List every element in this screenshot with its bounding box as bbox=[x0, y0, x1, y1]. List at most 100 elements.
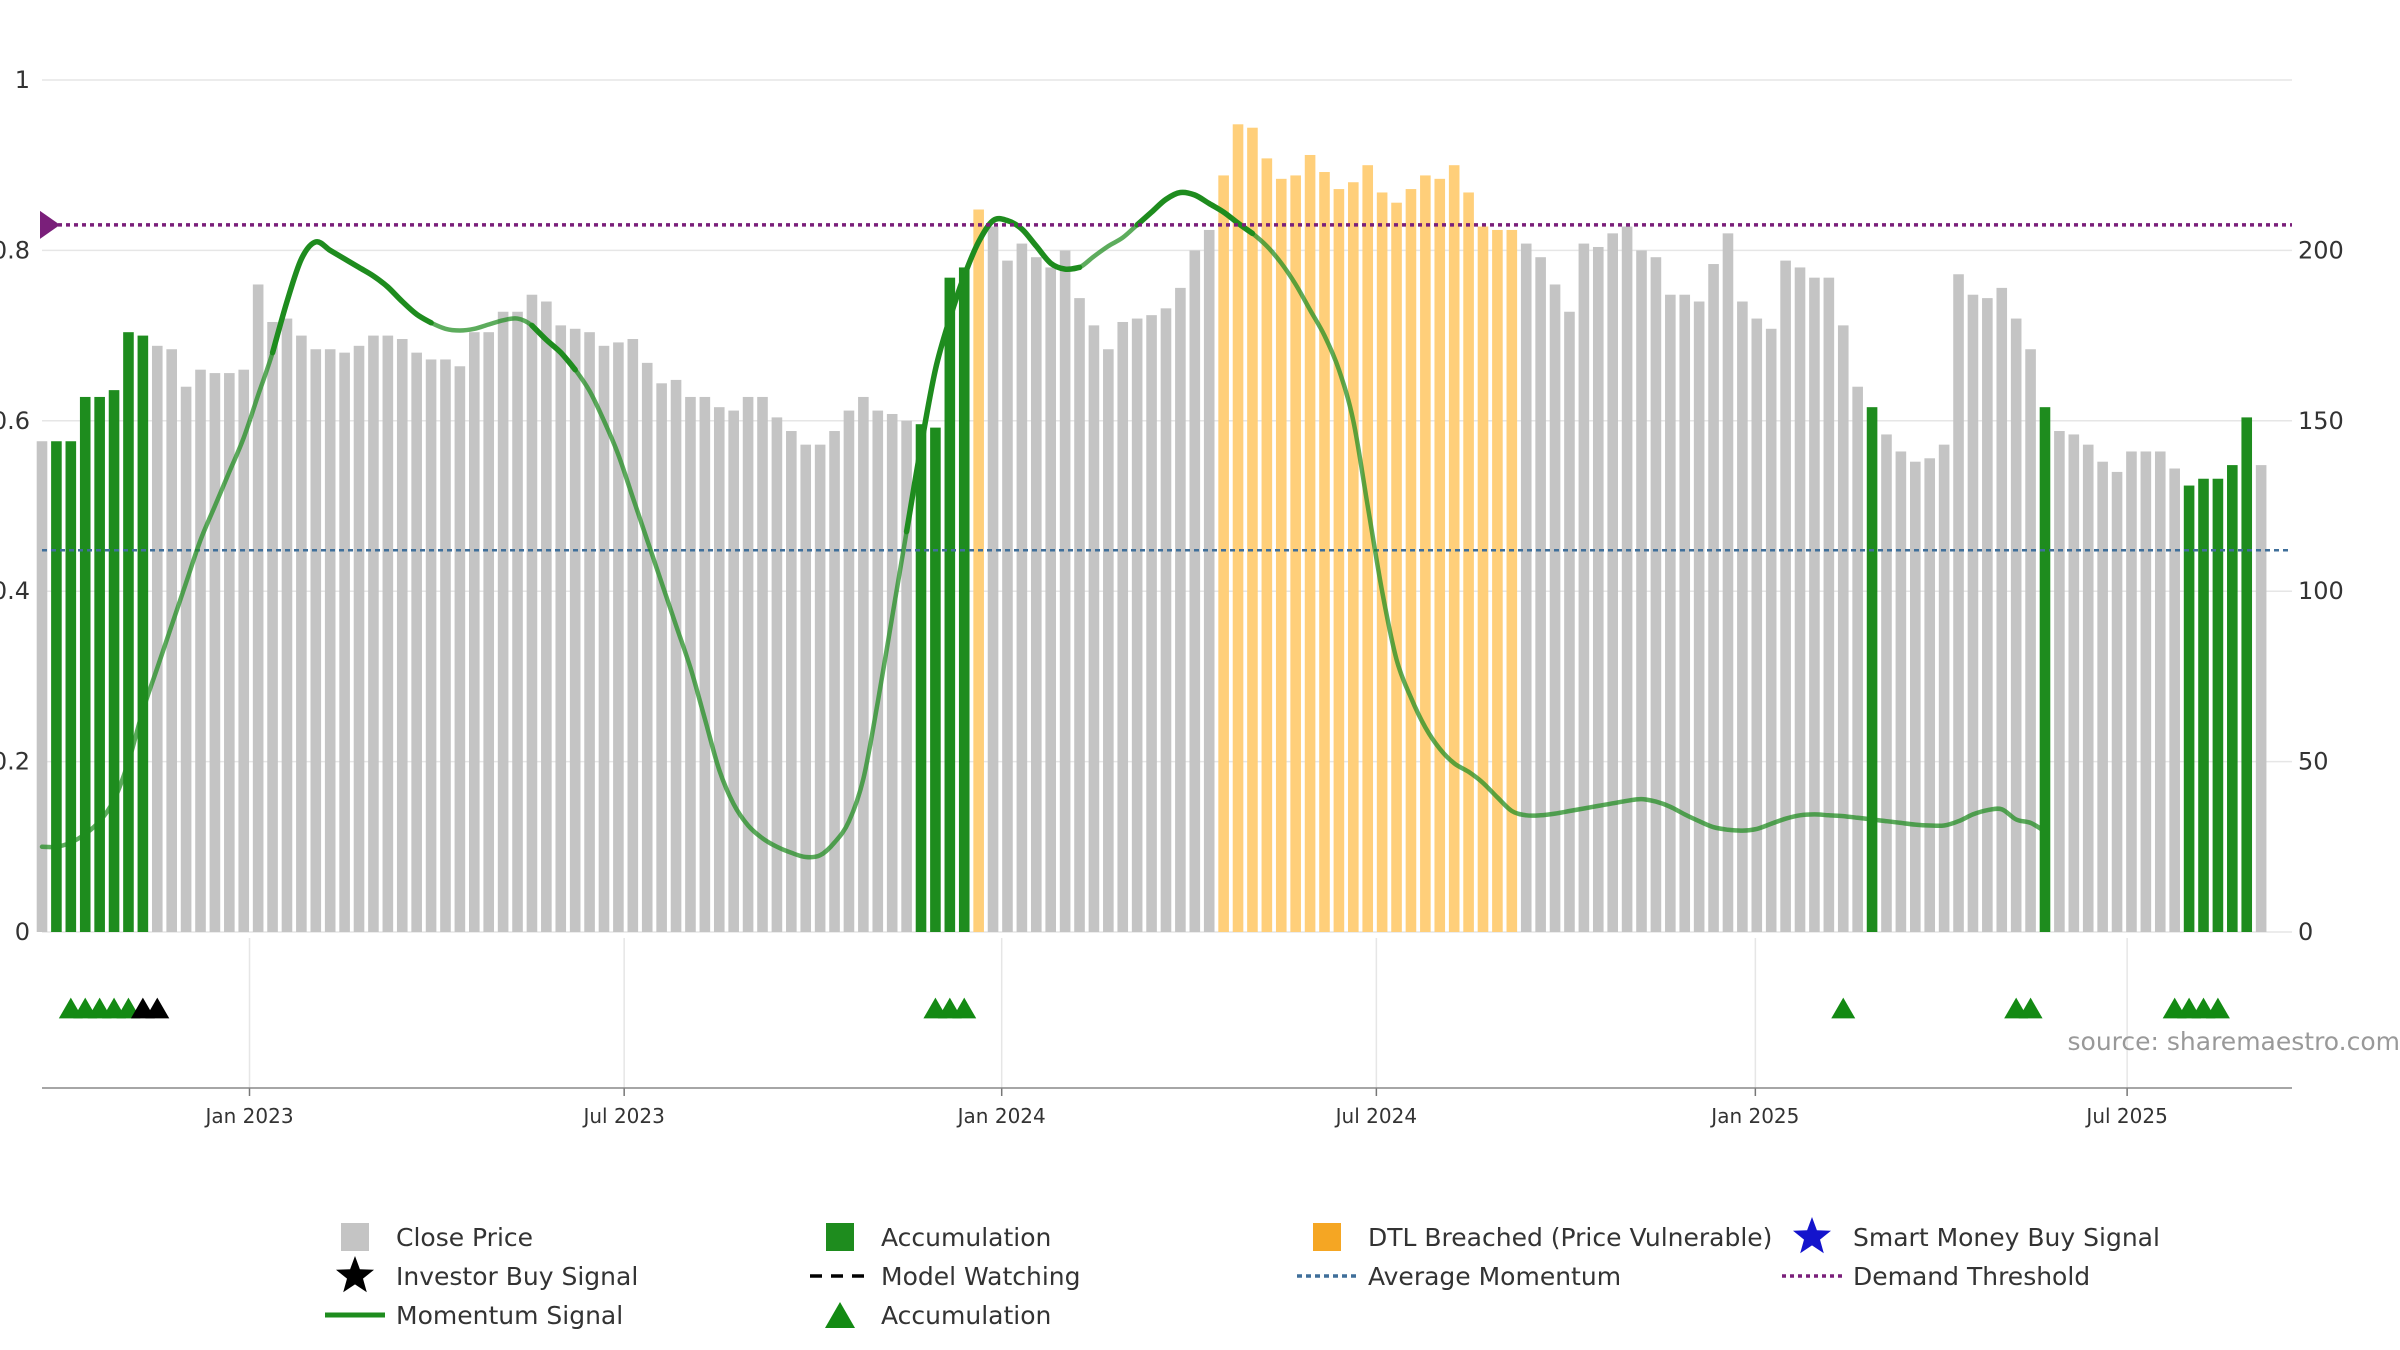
close-price-bar bbox=[1895, 451, 1907, 932]
left-axis-tick-label: 0.6 bbox=[0, 407, 30, 435]
close-price-bar bbox=[497, 311, 509, 932]
legend-label: Close Price bbox=[396, 1223, 533, 1252]
close-price-bar bbox=[1679, 294, 1691, 933]
bars-layer bbox=[36, 124, 2267, 933]
close-price-bar bbox=[1751, 318, 1763, 932]
close-price-bar bbox=[1708, 264, 1719, 933]
close-price-bar bbox=[281, 318, 293, 932]
momentum-signal-strong-segment bbox=[1134, 189, 1256, 237]
legend-investor-star-icon bbox=[336, 1256, 374, 1293]
close-price-bar bbox=[382, 335, 394, 933]
close-price-bar bbox=[1592, 246, 1604, 932]
dtl-breached-bar bbox=[1232, 124, 1244, 932]
close-price-bar bbox=[555, 325, 567, 933]
close-price-bar bbox=[829, 431, 840, 932]
close-price-bar bbox=[757, 396, 768, 933]
accumulation-bar bbox=[2198, 478, 2209, 932]
accumulation-bar bbox=[958, 267, 970, 932]
close-price-bar bbox=[2097, 461, 2108, 932]
close-price-bar bbox=[2154, 451, 2166, 932]
accumulation-bar bbox=[79, 396, 91, 933]
legend-label: Accumulation bbox=[881, 1223, 1051, 1252]
close-price-bar bbox=[843, 410, 855, 932]
accumulation-triangle-marker bbox=[952, 997, 977, 1019]
close-price-bar bbox=[224, 373, 235, 932]
close-price-bar bbox=[1924, 458, 1936, 932]
close-price-bar bbox=[670, 379, 682, 932]
close-price-bar bbox=[1131, 318, 1143, 932]
dtl-breached-bar bbox=[973, 209, 984, 932]
dtl-breached-bar bbox=[1319, 172, 1330, 933]
close-price-bar bbox=[296, 335, 307, 933]
close-price-bar bbox=[728, 410, 739, 932]
close-price-bar bbox=[1189, 250, 1201, 932]
close-price-bar bbox=[541, 301, 552, 932]
left-axis-tick-label: 0.4 bbox=[0, 577, 30, 605]
close-price-bar bbox=[771, 417, 783, 933]
x-axis-tick-label: Jul 2025 bbox=[2084, 1104, 2167, 1128]
legend-label: Demand Threshold bbox=[1853, 1262, 2090, 1291]
close-price-bar bbox=[2082, 444, 2094, 932]
close-price-bar bbox=[483, 332, 495, 932]
close-price-bar bbox=[1146, 315, 1157, 933]
close-price-bar bbox=[1203, 229, 1215, 932]
accumulation-bar bbox=[108, 390, 120, 932]
markers-layer bbox=[58, 997, 2230, 1019]
left-axis-tick-label: 1 bbox=[15, 66, 30, 94]
close-price-bar bbox=[1938, 444, 1950, 932]
investor-buy-signal-marker bbox=[145, 997, 170, 1019]
close-price-bar bbox=[469, 332, 480, 932]
dtl-breached-bar bbox=[1420, 175, 1431, 932]
close-price-bar bbox=[1520, 243, 1532, 933]
close-price-bar bbox=[151, 345, 163, 933]
close-price-bar bbox=[526, 294, 538, 933]
x-axis-tick-label: Jan 2025 bbox=[1709, 1104, 1799, 1128]
close-price-bar bbox=[238, 369, 250, 932]
accumulation-bar bbox=[1866, 407, 1878, 933]
legend: Close Price Accumulation DTL Breached (Pri… bbox=[325, 1217, 2160, 1330]
close-price-bar bbox=[713, 407, 725, 933]
legend-smart-money-star-icon bbox=[1793, 1217, 1831, 1254]
close-price-bar bbox=[1910, 461, 1921, 932]
close-price-bar bbox=[2010, 318, 2022, 932]
close-price-bar bbox=[1059, 250, 1071, 932]
dtl-breached-bar bbox=[1304, 154, 1316, 932]
close-price-bar bbox=[310, 349, 322, 932]
dtl-breached-bar bbox=[1463, 192, 1474, 933]
legend-accumulation-swatch bbox=[826, 1223, 854, 1251]
close-price-bar bbox=[1809, 277, 1820, 932]
demand-threshold-marker bbox=[40, 210, 60, 239]
accumulation-bar bbox=[51, 441, 62, 932]
close-price-bar bbox=[339, 352, 350, 932]
close-price-bar bbox=[209, 373, 221, 932]
accumulation-bar bbox=[123, 332, 134, 932]
close-price-bar bbox=[2054, 431, 2065, 932]
close-price-bar bbox=[425, 359, 437, 932]
close-price-bar bbox=[1175, 287, 1186, 932]
close-price-bar bbox=[2169, 468, 2180, 932]
lines-layer bbox=[39, 189, 2292, 860]
close-price-bar bbox=[1045, 267, 1056, 932]
close-price-bar bbox=[512, 311, 523, 932]
close-price-bar bbox=[1578, 243, 1590, 933]
close-price-bar bbox=[166, 349, 177, 932]
legend-label: Accumulation bbox=[881, 1301, 1051, 1330]
close-price-bar bbox=[2111, 471, 2123, 932]
dtl-breached-bar bbox=[1247, 127, 1258, 933]
close-price-bar bbox=[1823, 277, 1835, 932]
legend-label: DTL Breached (Price Vulnerable) bbox=[1368, 1223, 1772, 1252]
close-price-bar bbox=[1002, 260, 1013, 932]
close-price-bar bbox=[324, 349, 336, 932]
left-axis-tick-label: 0.8 bbox=[0, 236, 30, 264]
close-price-bar bbox=[800, 444, 812, 932]
close-price-bar bbox=[252, 284, 264, 933]
legend-label: Model Watching bbox=[881, 1262, 1081, 1291]
dtl-breached-bar bbox=[1218, 175, 1229, 932]
x-axis-tick-label: Jul 2023 bbox=[581, 1104, 664, 1128]
legend-label: Momentum Signal bbox=[396, 1301, 623, 1330]
dtl-breached-bar bbox=[1506, 229, 1518, 932]
close-price-bar bbox=[1693, 301, 1705, 932]
right-axis-tick-label: 200 bbox=[2298, 236, 2344, 264]
right-axis-tick-label: 100 bbox=[2298, 577, 2344, 605]
close-price-bar bbox=[1967, 294, 1979, 933]
